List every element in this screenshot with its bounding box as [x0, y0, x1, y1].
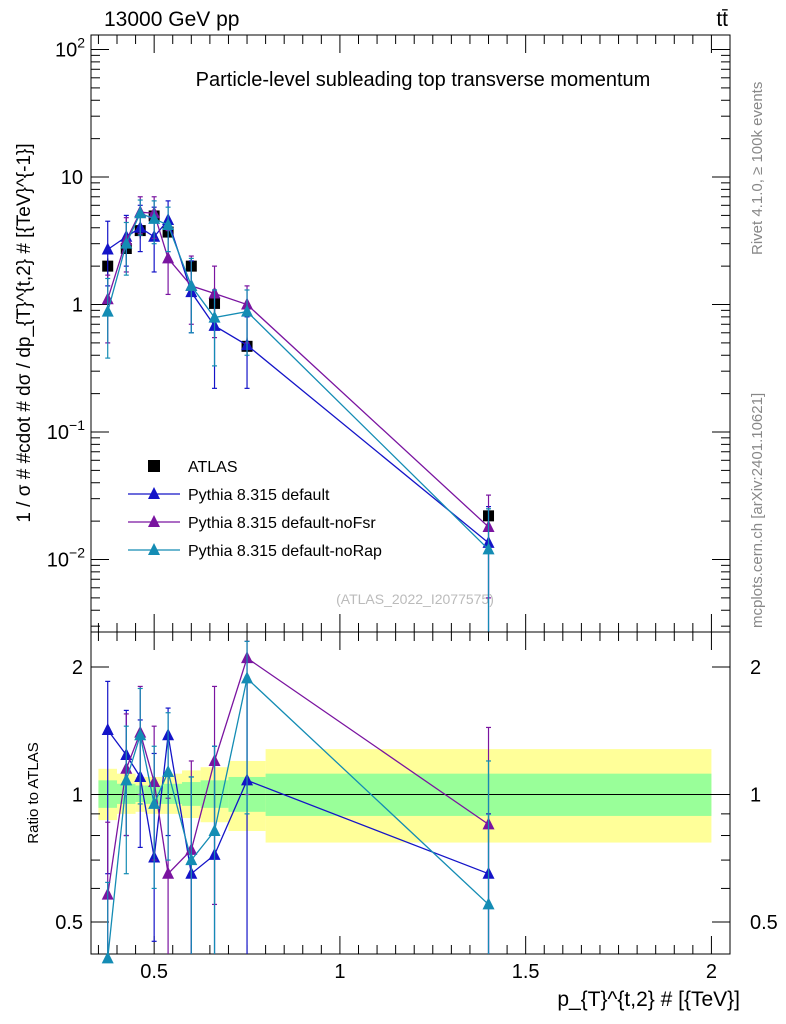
main-y-axis-label: 1 / σ # #cdot # dσ / dp_{T}^{t,2} # [{Te…	[14, 143, 35, 522]
legend-label: ATLAS	[188, 459, 238, 476]
ratio-y-tick-label-left: 0.5	[55, 912, 83, 934]
pythia-8-315-default-norap-ratio-point	[162, 765, 175, 778]
legend: ATLAS Pythia 8.315 default Pythia 8.315 de…	[128, 459, 382, 560]
pythia-8-315-default-norap-data-point	[185, 278, 198, 291]
rivet-version-label: Rivet 4.1.0, ≥ 100k events	[749, 82, 766, 255]
legend-marker	[148, 515, 160, 527]
ratio-y-tick-label-left: 1	[72, 784, 83, 806]
main-panel: Particle-level subleading top transverse…	[14, 34, 731, 633]
legend-marker-atlas	[148, 460, 160, 472]
pythia-8-315-default-nofsr-ratio-point	[162, 866, 175, 879]
legend-marker	[148, 487, 160, 499]
pythia-8-315-default-norap-ratio-point	[101, 951, 114, 964]
main-y-tick-label: 102	[55, 35, 85, 62]
main-y-tick-label: 1	[72, 295, 83, 317]
process-label: tt̄	[716, 8, 728, 31]
pythia-8-315-default-norap-ratio-point	[241, 671, 254, 684]
pythia-8-315-default-data-point	[101, 242, 114, 255]
x-axis-label: p_{T}^{t,2} # [{TeV}]	[557, 988, 740, 1011]
pythia-8-315-default-norap-ratio-point	[208, 823, 221, 836]
ratio-y-axis-label: Ratio to ATLAS	[25, 742, 42, 843]
ratio-panel: 0.5 0.5 1 1 2 2 0.5 1 1.5 2 Ratio to ATLAS p_{T}^…	[25, 631, 778, 1011]
pythia-8-315-default-norap-ratio-point	[134, 728, 147, 741]
pythia-8-315-default-norap-data-point	[120, 236, 133, 249]
main-y-tick-label: 10	[61, 167, 83, 189]
pythia-8-315-default-norap-ratio-point	[482, 897, 495, 910]
legend-label: Pythia 8.315 default-noRap	[188, 543, 382, 560]
pythia-8-315-default-nofsr-data-point	[162, 251, 175, 264]
pythia-8-315-default-norap-ratio-point	[120, 773, 133, 786]
main-y-tick-label: 10−2	[47, 545, 85, 572]
pythia-8-315-default-norap-data-point	[148, 211, 161, 224]
pythia-8-315-default-norap-data-point	[134, 206, 147, 219]
pythia-8-315-default-norap-data-point	[162, 218, 175, 231]
ratio-y-tick-label-left: 2	[72, 657, 83, 679]
pythia-8-315-default-norap-data-point	[101, 304, 114, 317]
ratio-y-tick-label-right: 1	[750, 784, 761, 806]
ratio-frame	[90, 631, 731, 955]
pythia-8-315-default-norap-ratio-point	[148, 796, 161, 809]
mcplots-label: mcplots.cern.ch [arXiv:2401.10621]	[749, 393, 766, 628]
x-tick-label: 2	[706, 961, 717, 983]
pythia-8-315-default-norap-data-point	[241, 304, 254, 317]
legend-label: Pythia 8.315 default	[188, 487, 330, 504]
pythia-8-315-default-norap-data-point	[482, 542, 495, 555]
energy-label: 13000 GeV pp	[104, 8, 239, 31]
main-frame	[90, 34, 731, 633]
x-tick-label: 1.5	[512, 961, 540, 983]
ratio-y-tick-label-right: 2	[750, 657, 761, 679]
pythia-8-315-default-norap-data-point	[208, 310, 221, 323]
legend-marker	[148, 543, 160, 555]
ratio-y-tick-label-right: 0.5	[750, 912, 778, 934]
x-tick-label: 0.5	[140, 961, 168, 983]
main-title: Particle-level subleading top transverse…	[196, 69, 651, 91]
x-tick-label: 1	[334, 961, 345, 983]
main-y-tick-label: 10−1	[47, 417, 85, 444]
legend-label: Pythia 8.315 default-noFsr	[188, 515, 376, 532]
pythia-8-315-default-ratio-point	[101, 723, 114, 736]
analysis-watermark: (ATLAS_2022_I2077575)	[336, 591, 494, 607]
pythia-8-315-default-norap-ratio-point	[185, 853, 198, 866]
